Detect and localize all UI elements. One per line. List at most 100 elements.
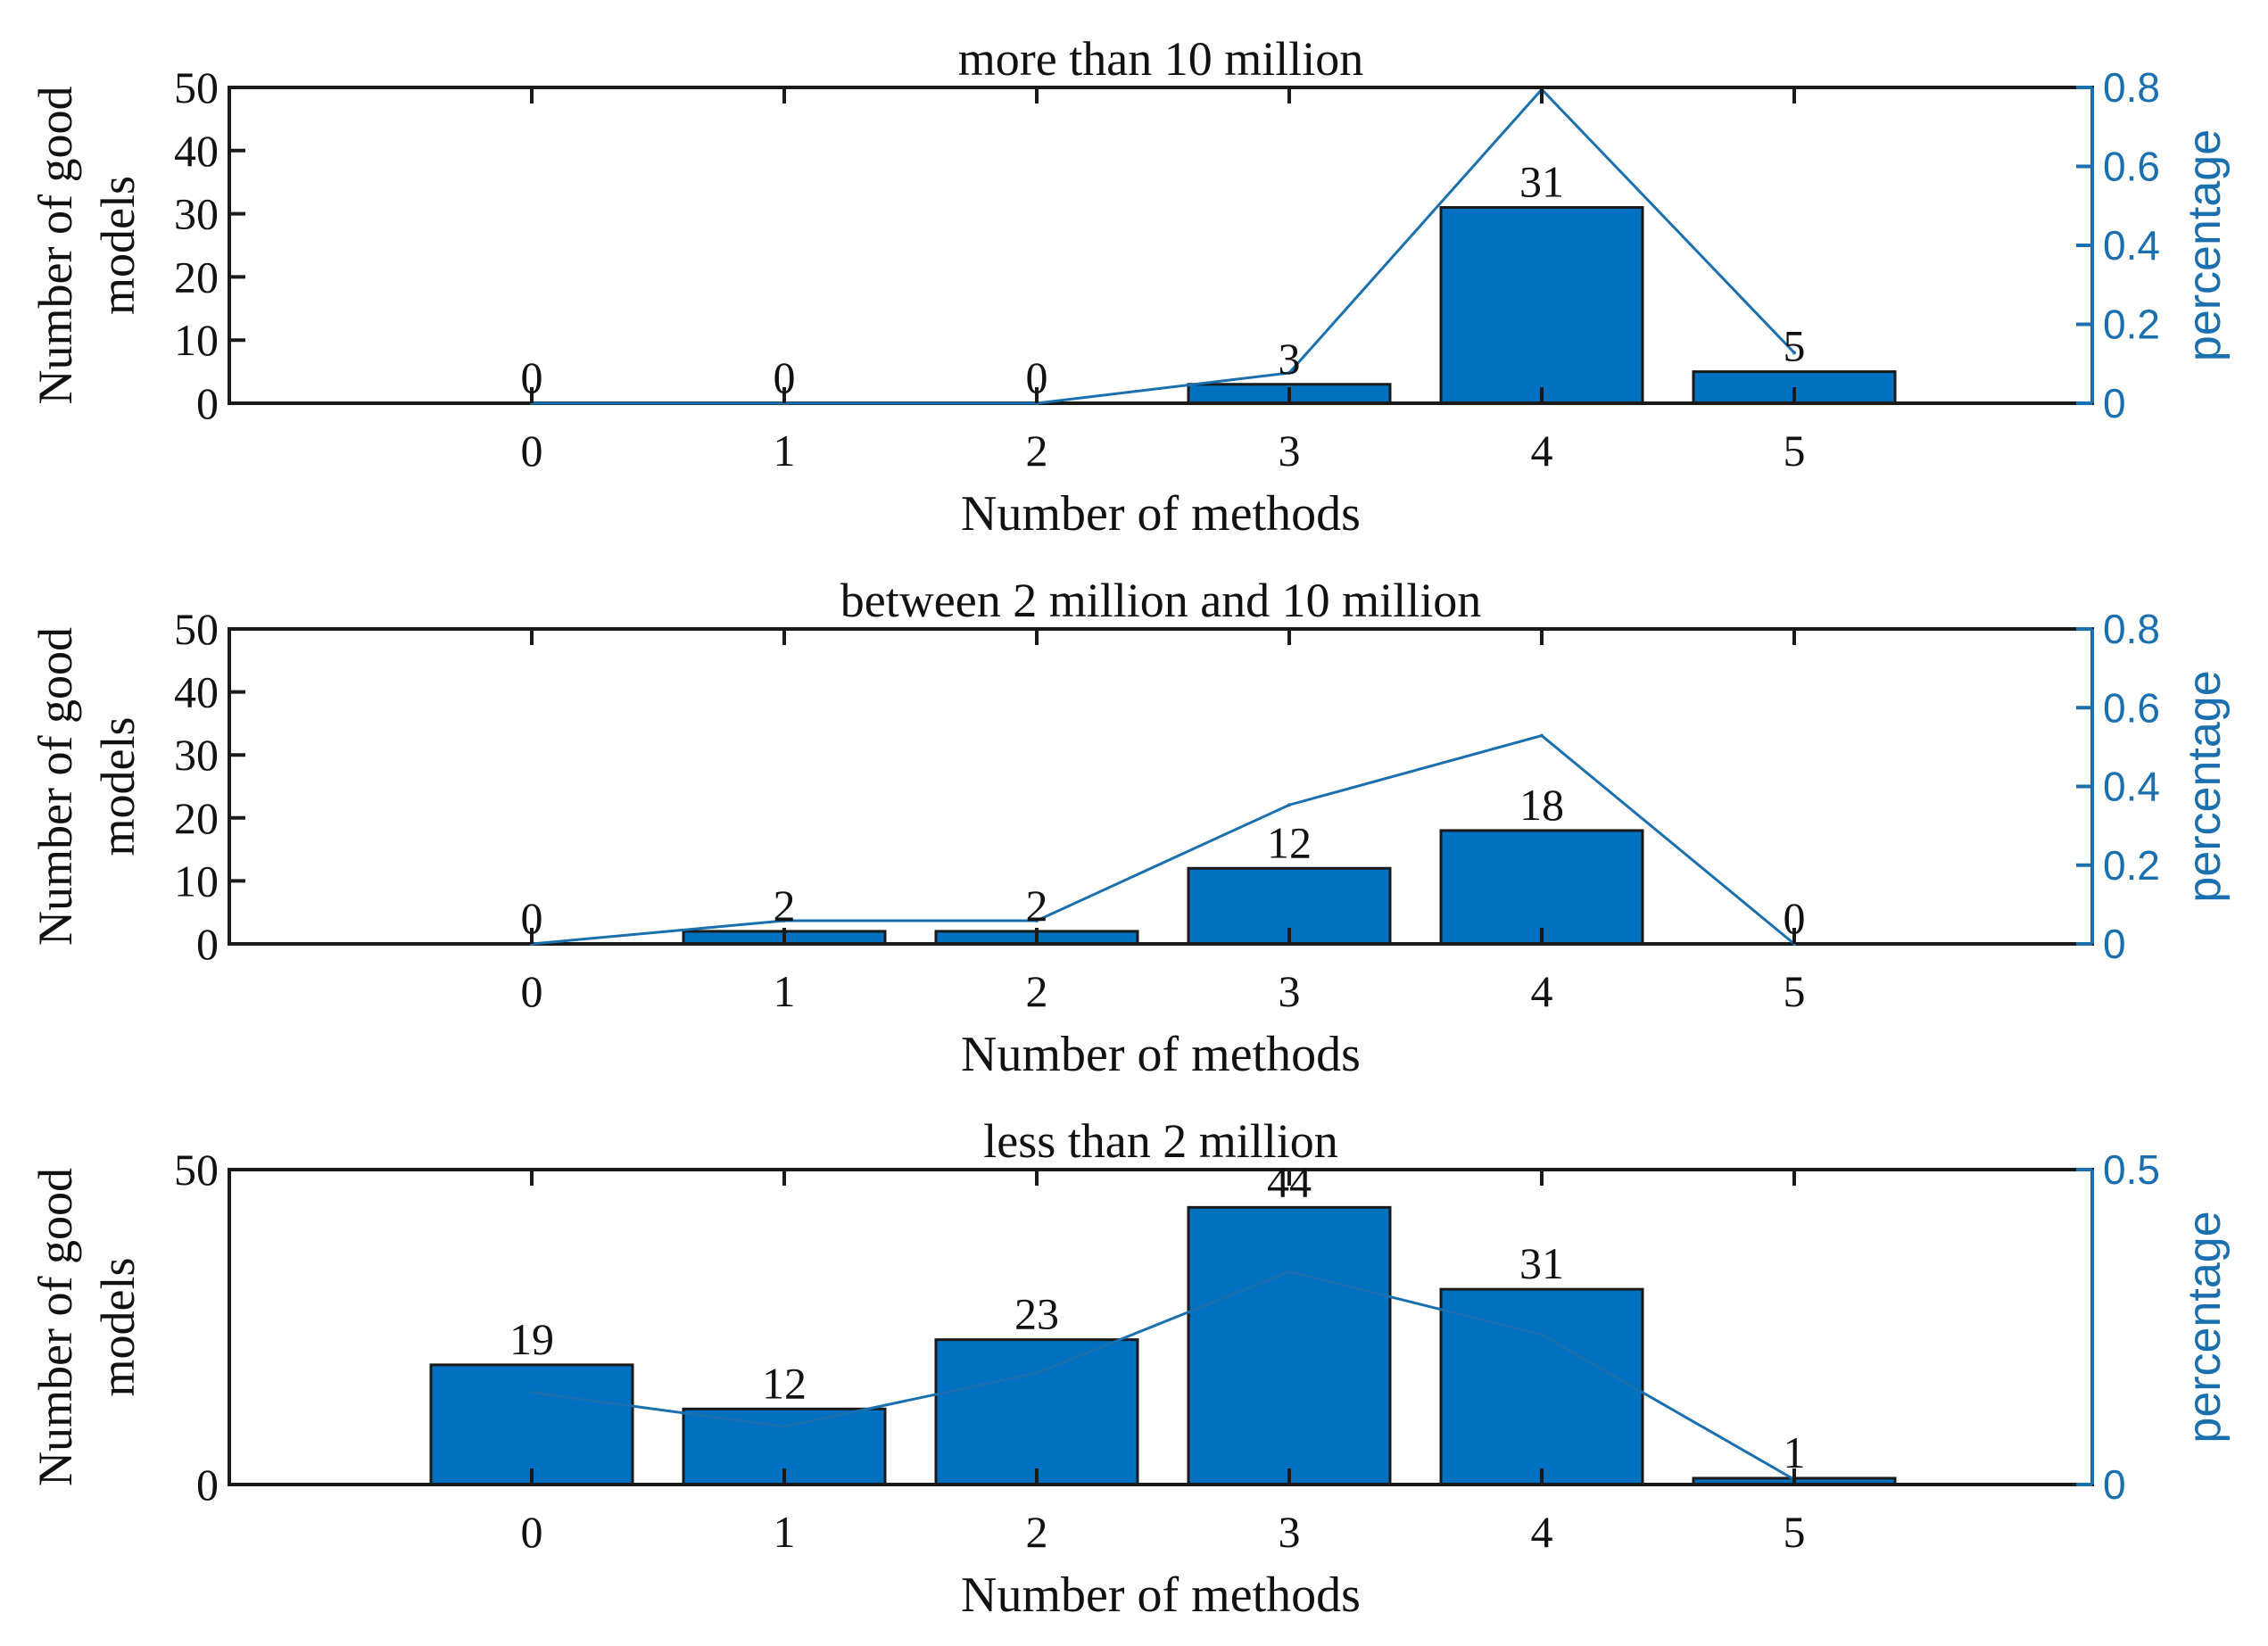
percentage-point-2 bbox=[1035, 1371, 1039, 1376]
axes-frame bbox=[228, 627, 2094, 946]
percentage-line bbox=[531, 733, 1795, 946]
percentage-line bbox=[531, 1270, 1795, 1481]
x-tick-label: 4 bbox=[1531, 966, 1553, 1016]
y2-tick-label: 0 bbox=[2103, 1461, 2126, 1508]
y-axis-label-line2: models bbox=[91, 717, 145, 856]
y-axis-label-line1: Number of good bbox=[29, 1168, 82, 1486]
y2-tick-label: 0.8 bbox=[2103, 64, 2160, 111]
y-tick-label: 50 bbox=[174, 62, 219, 112]
data-label: 23 bbox=[1014, 1289, 1059, 1339]
axes-frame bbox=[228, 86, 2094, 405]
percentage-point-1 bbox=[782, 1425, 786, 1429]
y2-tick-label: 0 bbox=[2103, 380, 2126, 426]
y-tick-label: 30 bbox=[174, 730, 219, 780]
percentage-point-2 bbox=[1035, 918, 1039, 922]
percentage-point-5 bbox=[1792, 351, 1796, 355]
x-axis-label: Number of methods bbox=[961, 1567, 1361, 1623]
data-label: 31 bbox=[1519, 157, 1564, 207]
data-label: 2 bbox=[1026, 881, 1048, 931]
percentage-point-1 bbox=[782, 918, 786, 922]
data-label: 3 bbox=[1279, 334, 1301, 384]
x-tick-label: 1 bbox=[774, 426, 796, 476]
x-tick-label: 2 bbox=[1026, 1507, 1048, 1557]
y-tick-label: 0 bbox=[196, 378, 219, 428]
bar-3 bbox=[1187, 1205, 1392, 1486]
y-axis-label-line2: models bbox=[91, 1258, 145, 1397]
data-label: 44 bbox=[1267, 1156, 1312, 1206]
x-tick-label: 5 bbox=[1784, 966, 1806, 1016]
y2-tick-label: 0.6 bbox=[2103, 144, 2160, 190]
y-tick-label: 10 bbox=[174, 315, 219, 365]
data-label: 0 bbox=[1784, 893, 1806, 943]
x-tick-label: 3 bbox=[1279, 426, 1301, 476]
y2-tick-label: 0.6 bbox=[2103, 684, 2160, 731]
y-tick-label: 0 bbox=[196, 919, 219, 969]
y2-axis-label: percentage bbox=[2179, 670, 2231, 902]
y-tick-label: 20 bbox=[174, 793, 219, 843]
data-label: 0 bbox=[521, 893, 543, 943]
percentage-point-4 bbox=[1540, 733, 1544, 738]
y-axis-label-line1: Number of good bbox=[29, 627, 82, 946]
x-tick-label: 4 bbox=[1531, 1507, 1553, 1557]
data-label: 5 bbox=[1784, 321, 1806, 371]
y-tick-label: 20 bbox=[174, 252, 219, 302]
x-axis-label: Number of methods bbox=[961, 1027, 1361, 1082]
y2-tick-label: 0 bbox=[2103, 921, 2126, 967]
data-label: 19 bbox=[509, 1314, 554, 1364]
y2-tick-label: 0.8 bbox=[2103, 606, 2160, 652]
y-tick-label: 40 bbox=[174, 667, 219, 717]
data-label: 1 bbox=[1784, 1427, 1806, 1477]
chart-title: between 2 million and 10 million bbox=[840, 574, 1481, 627]
x-tick-label: 0 bbox=[521, 966, 543, 1016]
bar-4 bbox=[1439, 829, 1644, 946]
data-label: 0 bbox=[1026, 352, 1048, 402]
bar-4 bbox=[1439, 1287, 1644, 1486]
y2-axis-label: percentage bbox=[2179, 129, 2231, 361]
y-tick-label: 10 bbox=[174, 856, 219, 906]
x-tick-label: 3 bbox=[1279, 966, 1301, 1016]
x-tick-label: 1 bbox=[774, 1507, 796, 1557]
percentage-point-3 bbox=[1287, 803, 1291, 807]
data-label: 18 bbox=[1519, 780, 1564, 830]
y-axis-label-line1: Number of good bbox=[29, 87, 82, 405]
y-tick-label: 50 bbox=[174, 604, 219, 654]
percentage-point-3 bbox=[1287, 370, 1291, 375]
percentage-line bbox=[532, 87, 1796, 405]
y-tick-label: 30 bbox=[174, 189, 219, 239]
data-label: 0 bbox=[521, 352, 543, 402]
x-tick-label: 2 bbox=[1026, 966, 1048, 1016]
x-tick-label: 0 bbox=[521, 426, 543, 476]
percentage-point-4 bbox=[1540, 1332, 1544, 1336]
y-axis-label-line2: models bbox=[91, 176, 145, 315]
y-tick-label: 40 bbox=[174, 126, 219, 176]
x-tick-label: 5 bbox=[1784, 426, 1806, 476]
y2-tick-label: 0.4 bbox=[2103, 222, 2160, 269]
data-label: 2 bbox=[774, 881, 796, 931]
y2-tick-label: 0.2 bbox=[2103, 302, 2160, 348]
x-tick-label: 1 bbox=[774, 966, 796, 1016]
y2-axis-label: percentage bbox=[2179, 1211, 2231, 1443]
x-tick-label: 4 bbox=[1531, 426, 1553, 476]
bar-0 bbox=[429, 1363, 634, 1486]
data-label: 31 bbox=[1519, 1238, 1564, 1288]
y-tick-label: 50 bbox=[174, 1145, 219, 1195]
bar-4 bbox=[1439, 206, 1644, 405]
percentage-point-0 bbox=[530, 1390, 534, 1394]
x-tick-label: 3 bbox=[1279, 1507, 1301, 1557]
x-tick-label: 2 bbox=[1026, 426, 1048, 476]
y2-tick-label: 0.5 bbox=[2103, 1146, 2160, 1193]
x-tick-label: 5 bbox=[1784, 1507, 1806, 1557]
data-label: 0 bbox=[774, 352, 796, 402]
x-tick-label: 0 bbox=[521, 1507, 543, 1557]
chart-title: less than 2 million bbox=[983, 1114, 1338, 1168]
data-label: 12 bbox=[762, 1358, 807, 1408]
x-axis-label: Number of methods bbox=[961, 486, 1361, 542]
percentage-point-3 bbox=[1287, 1270, 1291, 1274]
y2-tick-label: 0.4 bbox=[2103, 764, 2160, 810]
y2-tick-label: 0.2 bbox=[2103, 842, 2160, 889]
bar-2 bbox=[934, 1338, 1139, 1486]
